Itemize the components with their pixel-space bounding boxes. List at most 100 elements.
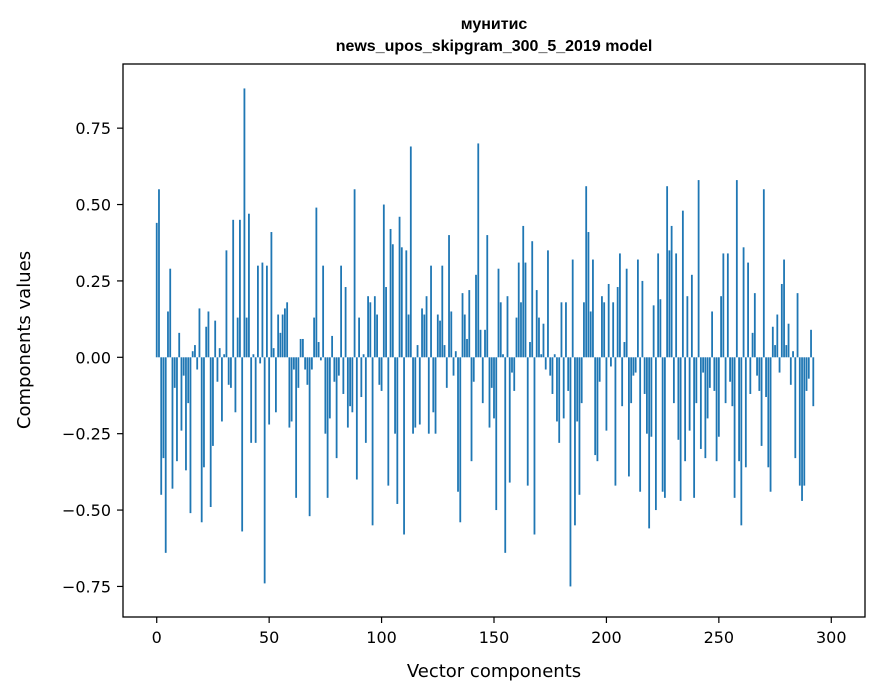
bar [495, 357, 498, 511]
bar [169, 268, 172, 358]
bar [792, 351, 794, 358]
bar [785, 345, 788, 358]
bar [693, 357, 696, 498]
bar [605, 357, 608, 431]
bar [441, 265, 444, 358]
bar [385, 287, 387, 358]
bar [531, 241, 534, 358]
bar [544, 357, 547, 370]
x-tick-label: 150 [479, 628, 510, 647]
bar [263, 357, 266, 584]
bar [304, 357, 307, 370]
x-tick-label: 200 [591, 628, 622, 647]
bar [488, 357, 491, 428]
x-tick-label: 250 [704, 628, 735, 647]
bar [789, 357, 792, 385]
bar [504, 357, 507, 553]
bar [403, 357, 405, 535]
bar [646, 357, 648, 434]
bar [196, 357, 199, 370]
bar [448, 235, 450, 358]
bar [434, 357, 437, 434]
bar [756, 357, 758, 376]
bar [598, 357, 601, 382]
bar [416, 345, 419, 358]
y-tick-label: 0.75 [75, 119, 111, 138]
bar [481, 357, 484, 404]
bar [524, 262, 527, 358]
bar [513, 357, 516, 391]
bar [369, 302, 372, 358]
bar [225, 250, 228, 358]
bar [414, 357, 417, 428]
bar [621, 357, 624, 407]
y-tick-label: 0.25 [75, 272, 111, 291]
bar [744, 357, 747, 468]
bar [243, 88, 246, 358]
bar [625, 268, 628, 358]
bar [407, 314, 410, 358]
bar [194, 345, 196, 358]
bar [771, 326, 774, 358]
bar [425, 296, 428, 358]
bar [450, 311, 453, 358]
bar [711, 311, 713, 358]
bar [517, 262, 520, 358]
bar [418, 357, 421, 425]
bar [463, 314, 466, 358]
bar [173, 357, 176, 388]
bar [277, 314, 280, 358]
bar [749, 357, 752, 394]
bar [301, 338, 304, 358]
bar [259, 357, 262, 364]
bar [479, 329, 482, 358]
bar [272, 348, 275, 358]
bar [623, 342, 626, 358]
bar [340, 265, 342, 358]
bar [218, 348, 221, 358]
bar [587, 232, 590, 358]
bar [679, 357, 682, 501]
bar [164, 357, 167, 553]
bar [704, 357, 707, 459]
bar [236, 317, 239, 358]
bar [628, 357, 630, 477]
bar [344, 287, 347, 358]
bar [245, 317, 248, 358]
bar [762, 189, 765, 358]
bar [223, 354, 226, 358]
bar [436, 314, 439, 358]
bar [616, 287, 619, 358]
bar [257, 265, 259, 358]
bar [452, 357, 455, 376]
bar [430, 265, 432, 358]
bar [216, 357, 219, 382]
bar [726, 253, 729, 358]
bar [326, 357, 329, 498]
bar [254, 357, 257, 443]
bar [364, 357, 367, 443]
bar [637, 259, 639, 358]
bar [162, 357, 165, 459]
bar [571, 259, 574, 358]
bar [155, 222, 158, 358]
bar [677, 357, 680, 440]
bar [484, 329, 486, 358]
bar [306, 357, 309, 385]
bar [232, 219, 235, 358]
bar [549, 357, 552, 376]
bar [308, 357, 311, 517]
bar [266, 265, 268, 358]
x-tick-label: 100 [366, 628, 397, 647]
bar [794, 357, 797, 459]
bar [742, 247, 745, 358]
bar [724, 357, 727, 404]
bar [641, 280, 644, 358]
bar [751, 332, 754, 358]
bar [290, 357, 293, 422]
bar [699, 357, 702, 449]
bar [367, 296, 369, 358]
bar [553, 354, 556, 358]
bar [576, 357, 579, 422]
bar [279, 332, 282, 358]
